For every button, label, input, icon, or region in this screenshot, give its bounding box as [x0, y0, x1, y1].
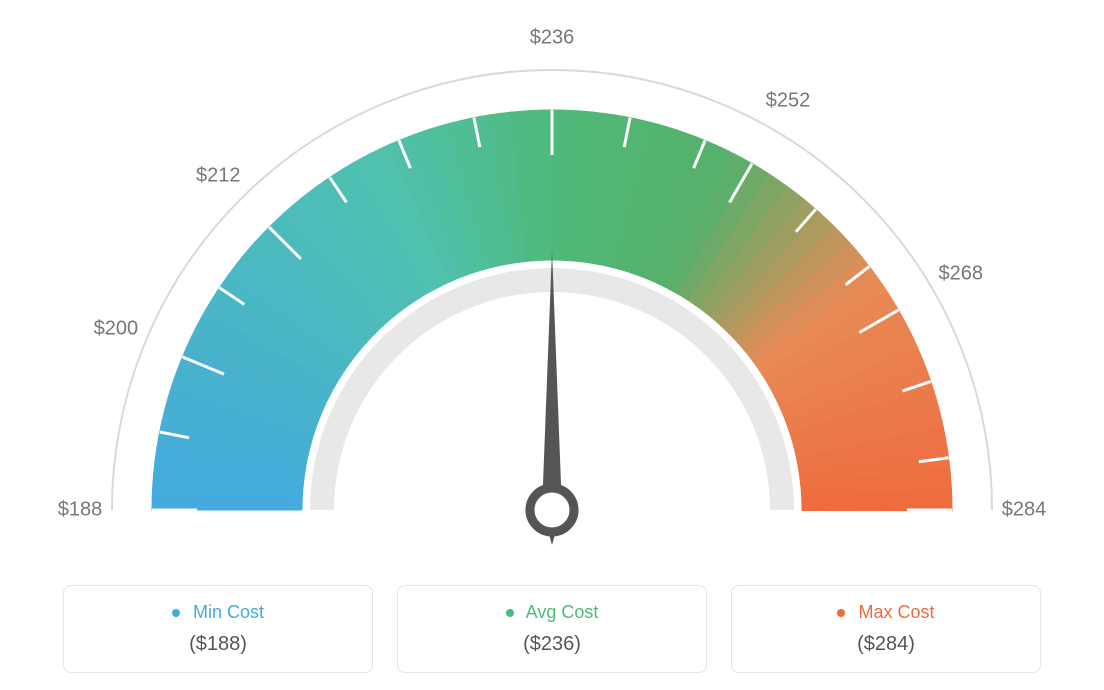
gauge-tick-label: $268 — [939, 263, 984, 286]
legend-title-text: Avg Cost — [526, 602, 599, 622]
legend-max: Max Cost ($284) — [731, 585, 1041, 673]
legend-value-text: ($284) — [752, 633, 1020, 656]
gauge-chart: $188 $200 $212 $236 $252 $268 $284 — [0, 0, 1104, 560]
legend-title-text: Max Cost — [858, 602, 934, 622]
gauge-tick-label: $188 — [58, 499, 103, 522]
gauge-tick-label: $212 — [196, 165, 241, 188]
gauge-tick-label: $236 — [530, 27, 575, 50]
dot-icon — [506, 609, 514, 617]
gauge-tick-label: $284 — [1002, 499, 1047, 522]
legend-value-text: ($188) — [84, 633, 352, 656]
legend-avg: Avg Cost ($236) — [397, 585, 707, 673]
gauge-tick-label: $252 — [766, 90, 811, 113]
dot-icon — [172, 609, 180, 617]
legend-title-text: Min Cost — [193, 602, 264, 622]
gauge-tick-label: $200 — [94, 318, 139, 341]
legend-min: Min Cost ($188) — [63, 585, 373, 673]
dot-icon — [837, 609, 845, 617]
legend: Min Cost ($188) Avg Cost ($236) Max Cost… — [0, 585, 1104, 673]
legend-value-text: ($236) — [418, 633, 686, 656]
